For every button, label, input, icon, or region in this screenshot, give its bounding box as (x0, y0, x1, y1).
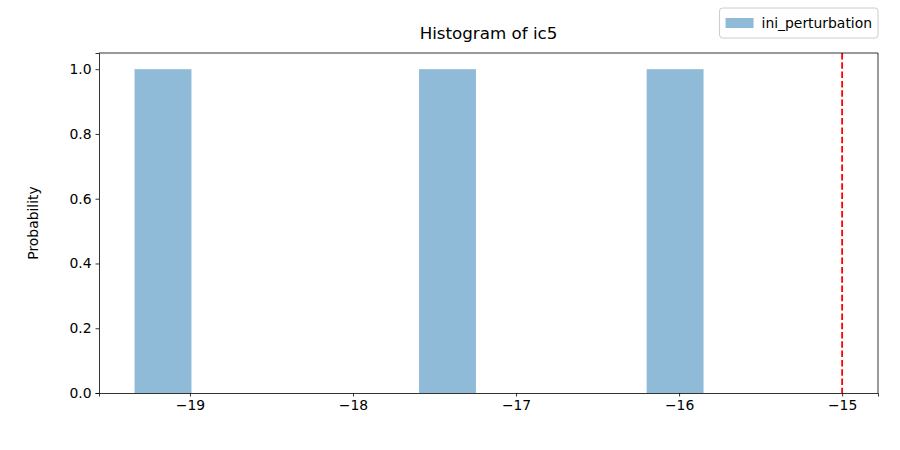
tick: −15 (828, 393, 857, 413)
title: Histogram of ic5 (420, 23, 558, 43)
bar (305, 393, 362, 394)
tick: −19 (176, 393, 205, 413)
reference-line (841, 53, 843, 393)
bar (533, 393, 590, 394)
bar (476, 393, 533, 394)
bar (590, 393, 647, 394)
bar (191, 393, 248, 394)
tick: 0.6 (69, 191, 99, 207)
y-axis-label: Probability (25, 186, 41, 259)
tick-label: 0.4 (69, 255, 91, 271)
tick-mark (96, 263, 100, 264)
tick-label: 0.6 (69, 191, 91, 207)
tick-label: 0.2 (69, 320, 91, 336)
y-axis: 0.0 0.2 0.4 0.6 0.8 1.0 (69, 54, 99, 401)
tick: −18 (339, 393, 368, 413)
tick-mark (190, 393, 191, 397)
bar (135, 69, 192, 393)
tick-mark (842, 393, 843, 397)
tick: 1.0 (69, 61, 99, 77)
legend-label: ini_perturbation (762, 15, 872, 31)
frame (878, 53, 879, 393)
x-axis: −19 −18 −17 −16 −15 (100, 393, 879, 413)
axis-line (96, 54, 100, 394)
tick-mark (96, 69, 100, 70)
legend: ini_perturbation (720, 8, 878, 38)
tick-mark (516, 393, 517, 397)
tick-mark (353, 393, 354, 397)
tick-mark (679, 393, 680, 397)
legend-item: ini_perturbation (726, 15, 872, 31)
tick-label: −18 (339, 397, 368, 413)
legend-box (720, 8, 878, 38)
legend-swatch (726, 18, 754, 28)
tick-mark (96, 393, 100, 394)
bar (362, 393, 419, 394)
bar (647, 69, 704, 393)
frame (99, 53, 878, 54)
tick-label: 1.0 (69, 61, 91, 77)
tick-mark (96, 328, 100, 329)
tick: −16 (665, 393, 694, 413)
tick: 0.4 (69, 255, 99, 271)
tick: 0.0 (69, 385, 99, 401)
bar (419, 69, 476, 393)
tick: −17 (502, 393, 531, 413)
tick: 0.8 (69, 126, 99, 142)
chart: −19 −18 −17 −16 −15 0.0 0.2 0.4 0.6 0.8 1.0 Histogr… (0, 0, 900, 450)
axis-line (100, 394, 879, 397)
bar (248, 393, 305, 394)
tick-label: 0.8 (69, 126, 91, 142)
tick-label: −16 (665, 397, 694, 413)
bars (135, 69, 704, 393)
tick-label: −17 (502, 397, 531, 413)
tick-label: −19 (176, 397, 205, 413)
plot-area (135, 53, 843, 393)
tick: 0.2 (69, 320, 99, 336)
tick-mark (96, 199, 100, 200)
tick-mark (96, 134, 100, 135)
tick-label: −15 (828, 397, 857, 413)
tick-label: 0.0 (69, 385, 91, 401)
